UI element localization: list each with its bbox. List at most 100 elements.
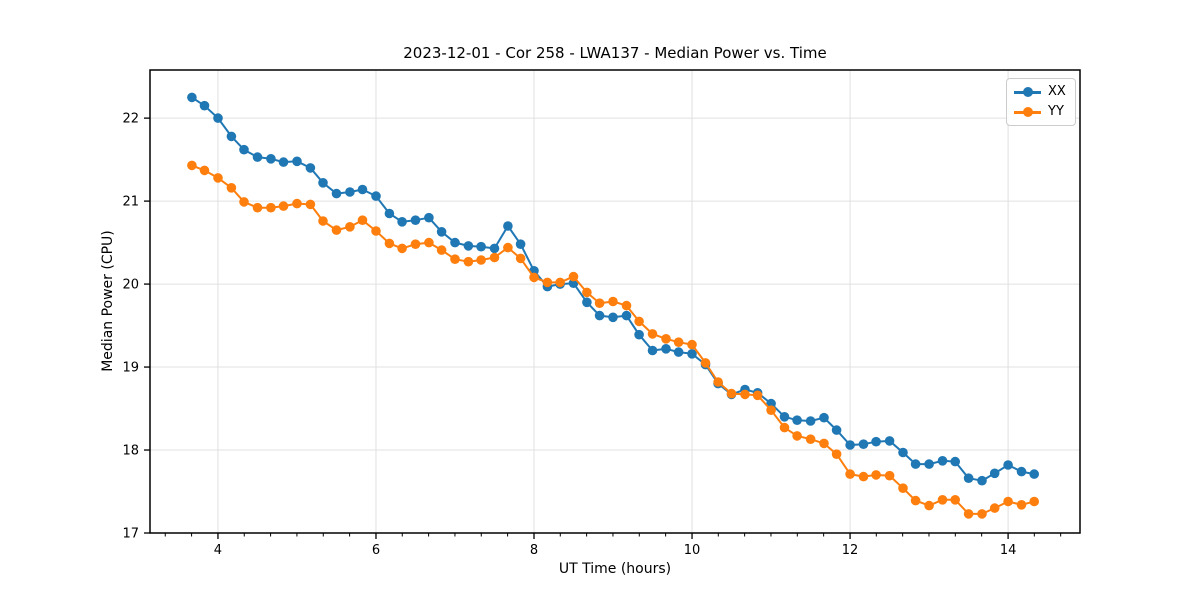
data-point-xx (647, 345, 658, 356)
data-point-xx (634, 329, 644, 340)
legend: XX YY (1006, 78, 1076, 126)
legend-label-xx: XX (1048, 84, 1066, 99)
data-point-yy (673, 337, 684, 348)
y-axis-label: Median Power (CPU) (100, 230, 116, 372)
data-point-yy (845, 469, 855, 479)
data-point-yy (278, 201, 289, 211)
data-point-yy (252, 202, 263, 213)
y-tick-label: 22 (122, 112, 139, 127)
data-point-yy (515, 253, 526, 264)
data-point-yy (226, 183, 237, 193)
legend-dot-yy-icon (1022, 107, 1033, 117)
data-point-yy (345, 222, 355, 232)
data-point-xx (884, 436, 895, 446)
data-point-xx (515, 239, 526, 249)
y-tick-label: 20 (122, 278, 139, 293)
data-point-xx (436, 227, 447, 237)
data-point-yy (529, 272, 539, 283)
data-point-xx (910, 459, 921, 469)
data-point-xx (661, 344, 671, 354)
data-point-xx (357, 184, 368, 195)
data-point-xx (476, 241, 486, 252)
x-tick-label: 6 (372, 543, 380, 558)
data-point-yy (489, 252, 500, 263)
data-point-yy (766, 405, 776, 416)
data-point-xx (266, 154, 276, 164)
data-point-yy (950, 495, 960, 505)
data-point-yy (463, 256, 474, 267)
data-point-yy (555, 277, 565, 288)
data-point-xx (371, 191, 381, 201)
data-point-yy (977, 509, 987, 519)
data-point-xx (305, 163, 316, 173)
data-point-xx (463, 241, 474, 251)
data-point-yy (542, 277, 553, 288)
data-point-xx (318, 178, 328, 188)
data-point-xx (226, 131, 237, 142)
data-point-yy (266, 202, 276, 213)
x-axis-label: UT Time (hours) (558, 561, 672, 577)
data-point-yy (989, 503, 1000, 513)
data-point-xx (792, 415, 802, 426)
data-point-xx (989, 468, 1000, 479)
data-point-yy (726, 388, 737, 399)
data-point-xx (503, 221, 513, 231)
series-line-yy (191, 164, 1035, 515)
data-point-xx (950, 456, 960, 467)
data-point-yy (331, 225, 342, 235)
data-point-xx (397, 217, 407, 227)
data-point-yy (898, 483, 908, 494)
data-point-yy (924, 500, 934, 511)
x-tick-label: 14 (1000, 543, 1017, 558)
data-point-xx (199, 100, 210, 111)
x-tick-label: 4 (214, 543, 222, 558)
data-point-yy (397, 243, 407, 254)
data-point-yy (594, 298, 605, 309)
data-point-xx (831, 425, 842, 435)
data-point-xx (779, 412, 790, 422)
data-point-yy (1029, 496, 1039, 507)
legend-dot-xx-icon (1022, 87, 1033, 97)
data-point-xx (582, 297, 592, 308)
data-point-xx (1029, 469, 1039, 479)
data-point-yy (858, 471, 869, 482)
data-point-xx (805, 416, 816, 426)
data-point-xx (345, 187, 355, 197)
data-point-xx (1003, 460, 1013, 470)
data-point-yy (582, 287, 592, 298)
data-point-xx (213, 113, 223, 123)
data-point-xx (239, 144, 249, 155)
data-point-yy (199, 165, 210, 176)
data-point-yy (450, 254, 460, 264)
data-point-xx (187, 92, 197, 103)
y-tick-label: 17 (122, 527, 139, 542)
data-point-xx (845, 440, 855, 450)
data-point-xx (937, 456, 948, 466)
data-point-yy (713, 377, 723, 387)
data-point-xx (924, 459, 934, 469)
data-point-xx (608, 312, 618, 323)
data-point-yy (357, 215, 368, 225)
legend-line-marker-xx-icon (1014, 87, 1041, 97)
y-tick-label: 21 (122, 195, 139, 210)
data-point-yy (661, 334, 671, 344)
data-point-yy (792, 431, 802, 441)
data-point-yy (239, 197, 249, 207)
data-point-yy (871, 470, 881, 480)
data-point-xx (963, 473, 974, 484)
x-tick-label: 12 (842, 543, 859, 558)
data-point-xx (1016, 466, 1027, 477)
data-point-yy (305, 199, 316, 210)
data-point-xx (898, 447, 908, 458)
data-point-yy (937, 495, 948, 505)
data-point-yy (819, 438, 829, 449)
data-point-xx (384, 208, 395, 219)
data-point-xx (489, 243, 500, 254)
data-point-xx (278, 157, 289, 167)
data-point-yy (700, 358, 711, 368)
data-point-yy (1003, 496, 1013, 507)
data-point-yy (503, 242, 513, 253)
data-point-xx (252, 152, 263, 162)
